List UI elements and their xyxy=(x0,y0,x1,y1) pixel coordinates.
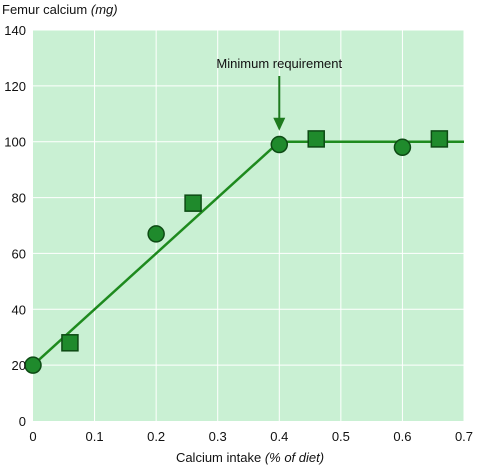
y-tick-label: 60 xyxy=(12,246,26,261)
y-axis-label-unit: (mg) xyxy=(91,2,118,17)
x-tick-label: 0.1 xyxy=(86,429,104,444)
x-tick-label: 0.6 xyxy=(393,429,411,444)
x-axis-label-main: Calcium intake xyxy=(176,450,265,465)
x-tick-label: 0.4 xyxy=(270,429,288,444)
data-point-square xyxy=(61,334,79,352)
x-tick-label: 0.2 xyxy=(147,429,165,444)
data-point-square xyxy=(184,194,202,212)
annotation: Minimum requirement xyxy=(216,56,343,131)
x-axis-label: Calcium intake (% of diet) xyxy=(176,450,324,465)
data-point-square xyxy=(430,130,449,148)
y-tick-label: 0 xyxy=(19,414,26,429)
y-tick-label: 20 xyxy=(12,358,26,373)
annotation-arrow-head xyxy=(273,117,286,131)
annotation-text: Minimum requirement xyxy=(216,56,342,71)
x-tick-label: 0.3 xyxy=(209,429,227,444)
fit-line-segment xyxy=(32,140,281,367)
y-axis-label: Femur calcium (mg) xyxy=(2,2,118,17)
y-tick-label: 80 xyxy=(12,191,26,206)
x-tick-label: 0.5 xyxy=(332,429,350,444)
y-axis-label-main: Femur calcium xyxy=(2,2,91,17)
plot-background xyxy=(33,30,464,421)
y-tick-label: 100 xyxy=(4,135,26,150)
grid xyxy=(33,29,465,421)
x-tick-label: 0.7 xyxy=(455,429,473,444)
x-axis-label-unit: (% of diet) xyxy=(265,450,324,465)
y-tick-label: 140 xyxy=(4,23,26,38)
data-point-square xyxy=(307,130,325,148)
x-tick-label: 0 xyxy=(29,429,36,444)
data-point-circle xyxy=(24,356,42,374)
data-markers xyxy=(24,130,449,374)
y-tick-label: 40 xyxy=(12,302,26,317)
data-point-circle xyxy=(393,138,412,157)
y-tick-label: 120 xyxy=(4,79,26,94)
y-tick-labels: 0 20 40 60 80 100 120 140 xyxy=(4,23,26,429)
data-point-circle xyxy=(270,135,289,154)
data-point-circle xyxy=(147,225,165,243)
x-tick-labels: 0 0.1 0.2 0.3 0.4 0.5 0.6 0.7 xyxy=(29,429,473,444)
